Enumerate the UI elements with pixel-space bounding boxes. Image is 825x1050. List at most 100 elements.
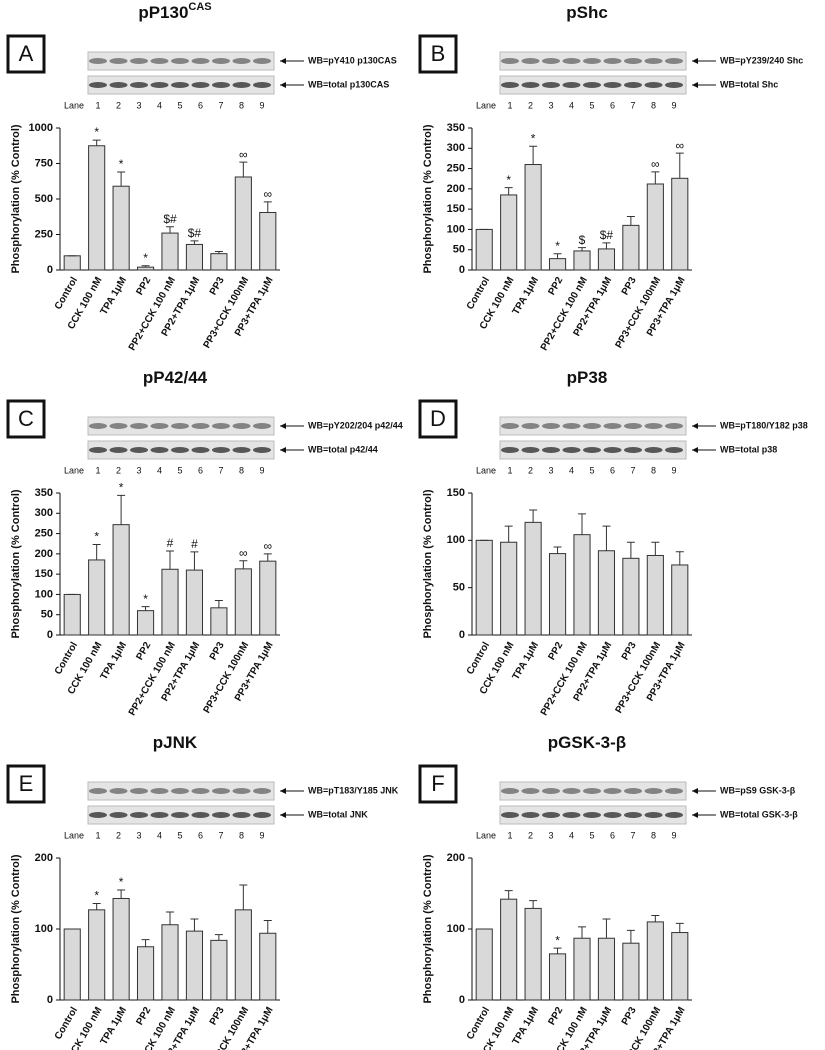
bar xyxy=(185,930,204,1001)
blot-band xyxy=(603,788,622,794)
blot-band xyxy=(562,82,581,88)
blot-band xyxy=(583,788,601,794)
blot-band xyxy=(130,812,148,818)
lane-number: 6 xyxy=(610,830,615,840)
bar xyxy=(112,524,130,636)
lane-number: 9 xyxy=(259,830,264,840)
blot-band xyxy=(583,447,601,453)
error-bar xyxy=(578,926,586,939)
bar xyxy=(597,248,616,271)
y-axis-label: Phosphorylation (% Control) xyxy=(422,489,434,638)
lane-number: 8 xyxy=(239,100,244,110)
lane-number: 2 xyxy=(116,830,121,840)
lane-number: 4 xyxy=(157,100,162,110)
blot-band xyxy=(644,82,663,88)
blot-band xyxy=(644,447,663,453)
lane-number: 6 xyxy=(198,465,203,475)
lane-number: 5 xyxy=(589,100,594,110)
panel: pP38 D WB=pT180/Y182 p38 WB=total p38 Lane 1 2… xyxy=(418,368,808,718)
y-tick-label: 100 xyxy=(447,534,465,546)
significance-mark: * xyxy=(119,481,124,495)
lane-number: 8 xyxy=(651,465,656,475)
error-bar xyxy=(529,509,538,523)
blot-band xyxy=(89,788,107,794)
blot-band xyxy=(603,58,622,64)
bar xyxy=(112,897,130,1001)
bar xyxy=(548,553,567,636)
blot-label: WB=pT180/Y182 p38 xyxy=(720,420,808,430)
error-bar xyxy=(141,265,150,268)
blot-band xyxy=(665,812,683,818)
bar xyxy=(161,232,179,271)
lane-number: 5 xyxy=(177,100,182,110)
lane-number: 1 xyxy=(507,465,512,475)
bar xyxy=(524,164,542,271)
y-tick-label: 150 xyxy=(447,203,465,215)
title-text: pGSK-3-β xyxy=(548,733,626,752)
y-tick-label: 300 xyxy=(447,142,465,154)
arrow-head xyxy=(280,788,286,794)
lane-number: 4 xyxy=(569,830,574,840)
error-bar xyxy=(553,253,562,259)
lane-number: 1 xyxy=(95,830,100,840)
lane-number: 4 xyxy=(157,465,162,475)
blot-band xyxy=(253,812,271,818)
significance-mark: # xyxy=(167,536,174,550)
y-tick-label: 350 xyxy=(35,487,53,499)
significance-mark: $# xyxy=(163,212,177,226)
blot-band xyxy=(624,58,642,64)
lane-label: Lane xyxy=(64,830,84,840)
panel-box xyxy=(418,764,458,804)
blot-band xyxy=(89,812,107,818)
y-tick-label: 0 xyxy=(459,264,465,276)
y-tick-label: 0 xyxy=(47,629,53,641)
significance-mark: * xyxy=(119,875,124,889)
blot-band xyxy=(109,788,128,794)
bar xyxy=(573,937,591,1001)
y-tick-label: 300 xyxy=(35,507,53,519)
panel-box xyxy=(6,764,46,804)
blot-band xyxy=(665,788,683,794)
bar xyxy=(88,909,106,1001)
y-tick-label: 350 xyxy=(447,122,465,134)
bar xyxy=(548,953,567,1001)
bar xyxy=(136,610,155,636)
significance-mark: * xyxy=(143,592,148,606)
blot-band xyxy=(191,788,210,794)
error-bar xyxy=(166,911,174,925)
bar xyxy=(597,550,616,636)
title-text: pP38 xyxy=(567,368,608,387)
blot-band xyxy=(191,58,210,64)
error-bar xyxy=(92,544,101,560)
y-tick-label: 0 xyxy=(459,629,465,641)
bar xyxy=(671,564,689,636)
arrow-head xyxy=(692,58,698,64)
panel-box xyxy=(418,34,458,74)
significance-mark: * xyxy=(506,173,511,187)
significance-mark: ∞ xyxy=(651,157,660,171)
blot-band xyxy=(130,58,148,64)
error-bar xyxy=(190,240,199,245)
blot-band xyxy=(603,82,622,88)
x-tick-label: PP3 xyxy=(208,1005,227,1027)
panel-letter: E xyxy=(19,771,34,796)
error-bar xyxy=(553,546,562,554)
error-bar xyxy=(263,201,272,213)
error-bar xyxy=(651,915,660,922)
y-tick-label: 100 xyxy=(35,588,53,600)
error-bar xyxy=(602,242,611,249)
blot-band xyxy=(89,58,107,64)
blot-band xyxy=(109,423,128,429)
significance-mark: * xyxy=(555,239,560,253)
blot-band xyxy=(109,447,128,453)
error-bar xyxy=(553,947,562,954)
error-bar xyxy=(504,890,513,900)
arrow-head xyxy=(280,447,286,453)
lane-number: 3 xyxy=(136,465,141,475)
blot-band xyxy=(191,82,210,88)
error-bar xyxy=(626,541,635,559)
blot-band xyxy=(583,58,601,64)
blot-band xyxy=(212,447,230,453)
lane-number: 5 xyxy=(177,830,182,840)
